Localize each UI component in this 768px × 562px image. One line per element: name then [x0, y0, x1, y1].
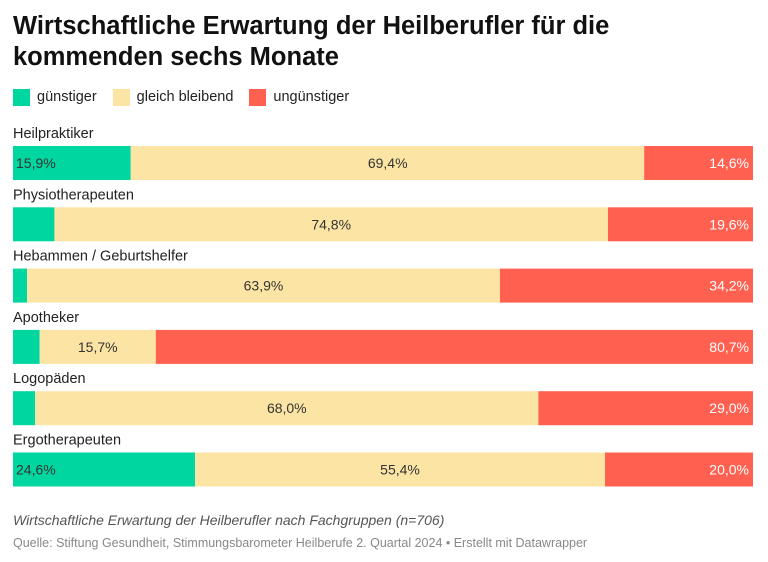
- chart-legend: günstiger gleich bleibend ungünstiger: [13, 88, 365, 106]
- bar-gleich-bleibend-hebammen-geburtshelfer: [27, 268, 500, 303]
- bar-guenstiger-physiotherapeuten: [13, 207, 55, 242]
- data-label-gleich-bleibend-ergotherapeuten: 55,4%: [380, 462, 420, 478]
- bar-gleich-bleibend-ergotherapeuten: [195, 452, 606, 487]
- category-label-physiotherapeuten: Physiotherapeuten: [13, 187, 134, 203]
- bar-guenstiger-logopaeden: [13, 391, 36, 426]
- data-label-unguenstiger-hebammen-geburtshelfer: 34,2%: [709, 278, 749, 294]
- category-label-hebammen-geburtshelfer: Hebammen / Geburtshelfer: [13, 249, 188, 265]
- bar-unguenstiger-ergotherapeuten: [605, 452, 753, 487]
- data-label-gleich-bleibend-logopaeden: 68,0%: [267, 400, 307, 416]
- data-label-guenstiger-heilpraktiker: 15,9%: [16, 155, 56, 171]
- stacked-bar-chart: Heilpraktiker 15,9% 69,4% 14,6% Physiotherap…: [13, 126, 753, 487]
- bar-unguenstiger-logopaeden: [538, 391, 753, 426]
- bar-gleich-bleibend-logopaeden: [35, 391, 539, 426]
- bar-unguenstiger-heilpraktiker: [644, 146, 753, 180]
- bar-guenstiger-apotheker: [13, 329, 40, 364]
- data-label-gleich-bleibend-physiotherapeuten: 74,8%: [311, 216, 351, 232]
- data-label-unguenstiger-heilpraktiker: 14,6%: [709, 155, 749, 171]
- legend-label-unguenstiger: ungünstiger: [273, 89, 350, 105]
- legend-swatch-unguenstiger: [249, 88, 267, 106]
- bar-gleich-bleibend-apotheker: [39, 329, 156, 364]
- bar-gleich-bleibend-physiotherapeuten: [54, 207, 608, 242]
- data-label-gleich-bleibend-heilpraktiker: 69,4%: [368, 155, 408, 171]
- bar-unguenstiger-apotheker: [155, 329, 753, 364]
- chart-title: Wirtschaftliche Erwartung der Heilberufl…: [13, 12, 610, 71]
- category-label-apotheker: Apotheker: [13, 310, 79, 326]
- chart-description: Wirtschaftliche Erwartung der Heilberufl…: [13, 512, 445, 528]
- bar-unguenstiger-hebammen-geburtshelfer: [499, 268, 753, 303]
- legend-label-gleich-bleibend: gleich bleibend: [136, 89, 234, 105]
- bar-guenstiger-heilpraktiker: [13, 146, 131, 180]
- legend-label-guenstiger: günstiger: [37, 89, 97, 105]
- legend-item-guenstiger: günstiger: [13, 88, 97, 106]
- data-label-gleich-bleibend-apotheker: 15,7%: [78, 339, 118, 355]
- category-label-ergotherapeuten: Ergotherapeuten: [13, 433, 121, 449]
- bar-gleich-bleibend-heilpraktiker: [130, 146, 645, 180]
- data-label-gleich-bleibend-hebammen-geburtshelfer: 63,9%: [244, 278, 284, 294]
- bar-guenstiger-hebammen-geburtshelfer: [13, 268, 28, 303]
- category-label-heilpraktiker: Heilpraktiker: [13, 126, 94, 142]
- data-label-guenstiger-ergotherapeuten: 24,6%: [16, 462, 56, 478]
- legend-item-unguenstiger: ungünstiger: [249, 88, 350, 106]
- legend-item-gleich-bleibend: gleich bleibend: [112, 88, 234, 106]
- category-label-logopaeden: Logopäden: [13, 371, 86, 387]
- legend-swatch-gleich-bleibend: [112, 88, 130, 106]
- data-label-unguenstiger-logopaeden: 29,0%: [709, 400, 749, 416]
- legend-swatch-guenstiger: [13, 88, 30, 106]
- data-label-unguenstiger-physiotherapeuten: 19,6%: [709, 216, 749, 232]
- data-label-unguenstiger-ergotherapeuten: 20,0%: [709, 462, 749, 478]
- chart-source: Quelle: Stiftung Gesundheit, Stimmungsba…: [13, 536, 588, 550]
- bar-unguenstiger-physiotherapeuten: [607, 207, 753, 242]
- data-label-unguenstiger-apotheker: 80,7%: [709, 339, 749, 355]
- bar-guenstiger-ergotherapeuten: [13, 452, 196, 487]
